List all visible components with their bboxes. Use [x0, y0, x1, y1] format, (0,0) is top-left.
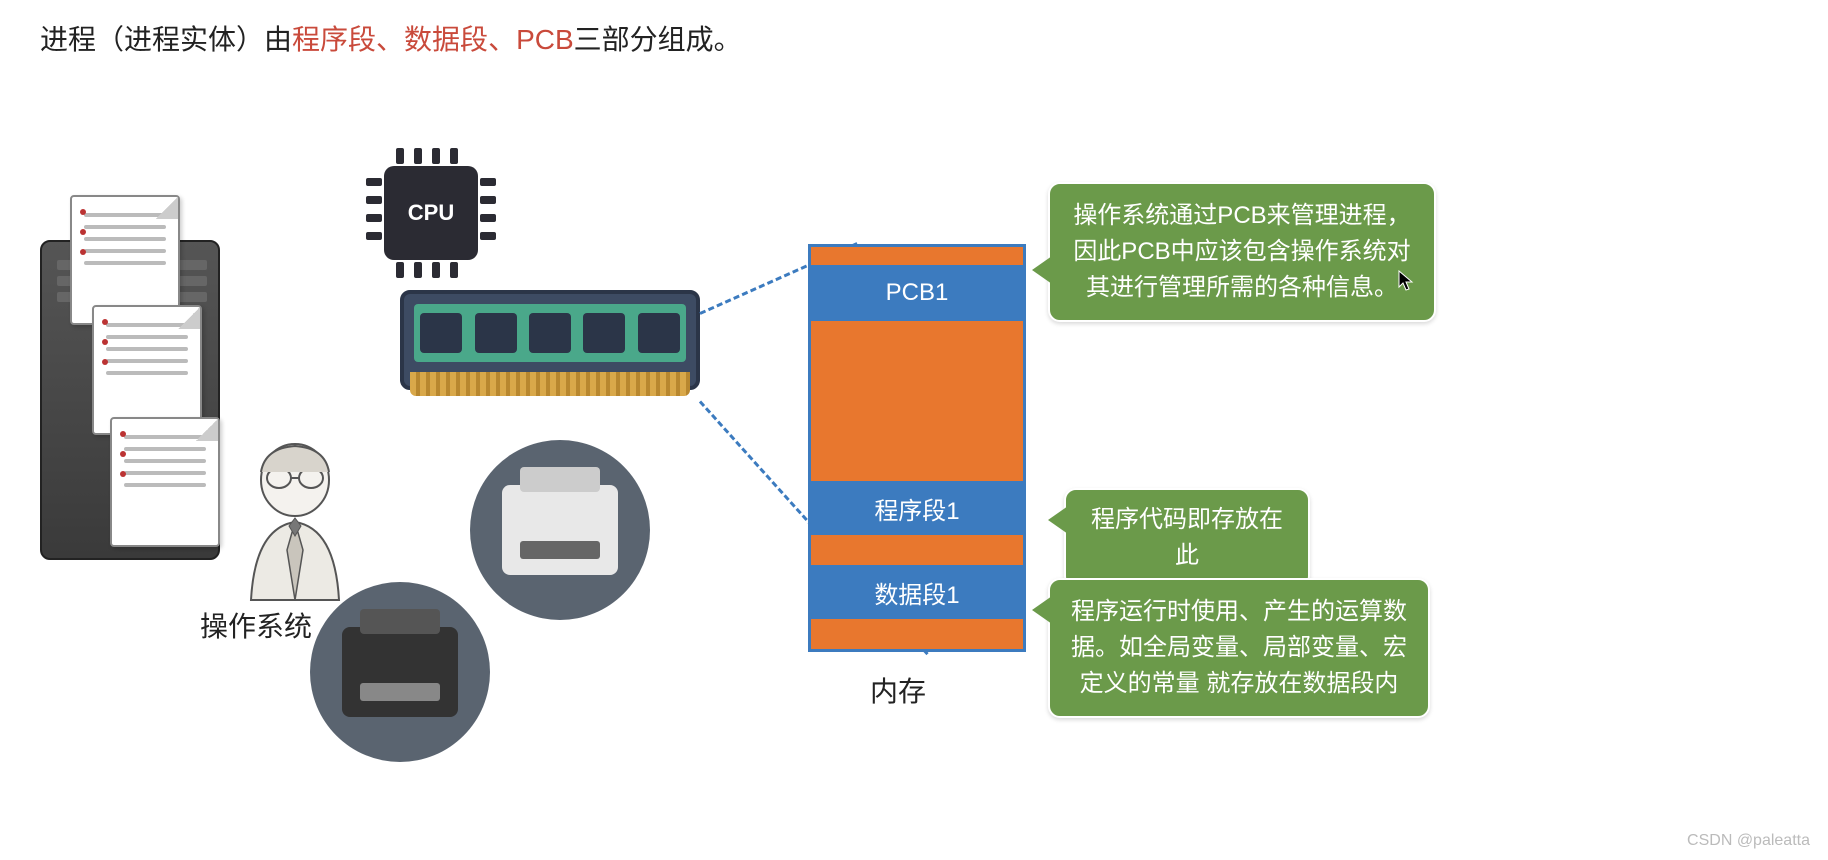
watermark: CSDN @paleatta: [1687, 832, 1810, 850]
printer-icon: [470, 440, 650, 620]
memory-label: 内存: [870, 670, 926, 710]
cursor-icon: [1398, 270, 1414, 292]
cpu-chip-icon: CPU: [366, 148, 496, 278]
callout-prog: 程序代码即存放在此: [1064, 488, 1310, 588]
memory-gap-3: [811, 619, 1023, 649]
title-pre: 进程（进程实体）由: [40, 24, 292, 55]
os-label: 操作系统: [200, 605, 312, 645]
callout-data-text: 程序运行时使用、产生的运算数据。如全局变量、局部变量、宏定义的常量 就存放在数据…: [1071, 598, 1407, 697]
memory-seg-pcb: PCB1: [811, 265, 1023, 321]
title-part-1: 、: [376, 24, 404, 55]
callout-pcb-text: 操作系统通过PCB来管理进程，因此PCB中应该包含操作系统对其进行管理所需的各种…: [1073, 202, 1410, 301]
callout-prog-text: 程序代码即存放在此: [1091, 506, 1283, 569]
title-part-3: 、: [488, 24, 516, 55]
callout-pcb: 操作系统通过PCB来管理进程，因此PCB中应该包含操作系统对其进行管理所需的各种…: [1048, 182, 1436, 322]
title-sentence: 进程（进程实体）由程序段、数据段、PCB三部分组成。: [40, 18, 742, 58]
memory-seg-data: 数据段1: [811, 565, 1023, 619]
memory-gap-top: [811, 247, 1023, 265]
memory-gap-2: [811, 535, 1023, 565]
memory-seg-prog: 程序段1: [811, 481, 1023, 535]
printer-icon-2: [310, 582, 490, 762]
operator-person-icon: [215, 430, 375, 605]
memory-block: PCB1 程序段1 数据段1: [808, 244, 1026, 652]
title-part-4: PCB: [516, 24, 574, 55]
memory-seg-pcb-label: PCB1: [886, 279, 949, 307]
title-part-2: 数据段: [404, 24, 488, 55]
title-post: 三部分组成。: [574, 24, 742, 55]
memory-gap-1: [811, 321, 1023, 481]
title-part-0: 程序段: [292, 24, 376, 55]
memory-seg-prog-label: 程序段1: [874, 491, 959, 526]
ram-module-icon: [400, 290, 700, 420]
cpu-label: CPU: [384, 166, 478, 260]
memory-seg-data-label: 数据段1: [874, 575, 959, 610]
callout-data: 程序运行时使用、产生的运算数据。如全局变量、局部变量、宏定义的常量 就存放在数据…: [1048, 578, 1430, 718]
